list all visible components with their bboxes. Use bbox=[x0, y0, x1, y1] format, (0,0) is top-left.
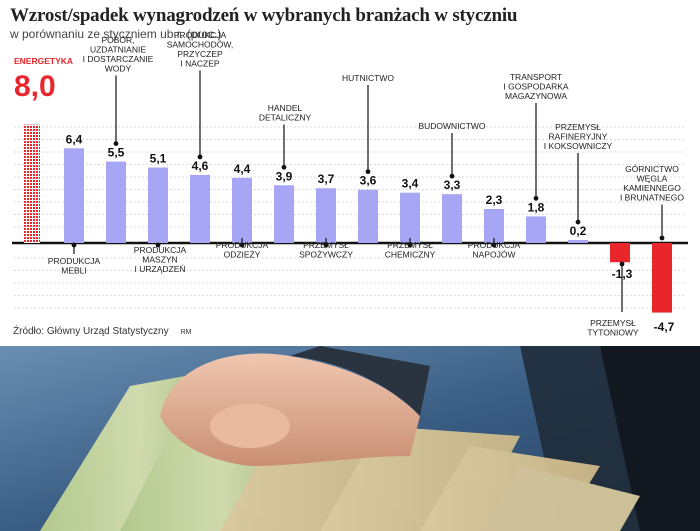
category-label: BUDOWNICTWO bbox=[418, 121, 485, 131]
category-annotations: ENERGETYKAPRODUKCJAMEBLIPOBÓR,UZDATNIANI… bbox=[14, 30, 684, 338]
chart-subtitle: w porównaniu ze styczniem ub.r. (proc.) bbox=[10, 27, 222, 41]
category-label: ENERGETYKA bbox=[14, 56, 73, 66]
value-label: 3,9 bbox=[276, 169, 293, 183]
value-label: 4,4 bbox=[234, 162, 251, 176]
bar bbox=[190, 174, 210, 243]
value-labels: 8,0 6,4 5,5 5,1 4,6 4,4 3,9 3,7 3,6 3,4 3,3 2,3 1,8 0… bbox=[14, 70, 675, 334]
value-label: 3,6 bbox=[360, 174, 377, 188]
leader-dot bbox=[365, 169, 371, 175]
bar bbox=[274, 185, 294, 243]
category-label: SAMOCHODÓW, bbox=[167, 40, 234, 50]
category-label: HANDEL bbox=[268, 103, 303, 113]
author-credit: RM bbox=[180, 329, 192, 336]
bar bbox=[358, 189, 378, 243]
category-label: TRANSPORT bbox=[510, 72, 562, 82]
category-label: I URZĄDZEŃ bbox=[135, 264, 186, 274]
category-label: SPOŻYWCZY bbox=[299, 250, 353, 260]
value-label: 0,2 bbox=[570, 224, 587, 238]
source-note: Źródło: Główny Urząd Statystyczny RM bbox=[13, 326, 192, 337]
leader-dot bbox=[659, 235, 665, 241]
category-label: WĘGLA bbox=[637, 174, 668, 184]
value-label: 1,8 bbox=[528, 200, 545, 214]
value-label: -4,7 bbox=[654, 320, 675, 334]
source-text: Źródło: Główny Urząd Statystyczny bbox=[13, 326, 169, 337]
leader-dot bbox=[619, 261, 625, 267]
category-label: TYTONIOWY bbox=[587, 328, 639, 338]
leader-dot bbox=[281, 164, 287, 170]
bar bbox=[610, 243, 630, 263]
category-label: PRZEMYSŁ bbox=[590, 318, 636, 328]
bar bbox=[652, 243, 672, 313]
bar-chart: ENERGETYKAPRODUKCJAMEBLIPOBÓR,UZDATNIANI… bbox=[12, 30, 688, 338]
bar bbox=[106, 161, 126, 243]
category-label: PRODUKCJA bbox=[468, 240, 521, 250]
category-label: I KOKSOWNICZY bbox=[544, 141, 613, 151]
leader-dot bbox=[491, 242, 497, 248]
category-label: UZDATNIANIE bbox=[90, 45, 146, 55]
category-label: WODY bbox=[105, 64, 132, 74]
category-label: RAFINERYJNY bbox=[549, 132, 608, 142]
bar bbox=[316, 188, 336, 243]
category-label: I DOSTARCZANIE bbox=[83, 54, 154, 64]
value-label: 2,3 bbox=[486, 193, 503, 207]
leader-dot bbox=[239, 242, 245, 248]
bar bbox=[148, 167, 168, 243]
category-label: POBÓR, bbox=[101, 35, 134, 45]
leader-dot bbox=[449, 173, 455, 179]
value-label: 3,3 bbox=[444, 178, 461, 192]
category-label: MASZYN bbox=[142, 255, 177, 265]
leader-dot bbox=[155, 242, 161, 248]
category-label: KAMIENNEGO bbox=[623, 183, 681, 193]
value-label: 5,5 bbox=[108, 146, 125, 160]
bar bbox=[568, 240, 588, 243]
bar bbox=[442, 194, 462, 243]
category-label: PRODUKCJA bbox=[174, 30, 227, 40]
value-label: 5,1 bbox=[150, 152, 167, 166]
category-label: PRZEMYSŁ bbox=[555, 122, 601, 132]
bar bbox=[24, 124, 40, 243]
category-label: MAGAZYNOWA bbox=[505, 91, 567, 101]
category-label: PRZYCZEP bbox=[177, 49, 223, 59]
bars bbox=[24, 124, 672, 313]
category-label: DETALICZNY bbox=[259, 113, 312, 123]
category-label: PRODUKCJA bbox=[216, 240, 269, 250]
leader-dot bbox=[113, 141, 119, 147]
category-label: NAPOJÓW bbox=[473, 250, 516, 260]
category-label: ODZIEŻY bbox=[224, 250, 261, 260]
category-label: PRODUKCJA bbox=[48, 256, 101, 266]
value-label: 3,4 bbox=[402, 177, 419, 191]
bar bbox=[400, 192, 420, 243]
value-label: 4,6 bbox=[192, 159, 209, 173]
category-label: GÓRNICTWO bbox=[625, 164, 679, 174]
category-label: MEBLI bbox=[61, 266, 87, 276]
value-label: 6,4 bbox=[66, 132, 83, 146]
leader-dot bbox=[407, 242, 413, 248]
leader-dot bbox=[323, 242, 329, 248]
leader-dot bbox=[71, 242, 77, 248]
bar bbox=[232, 177, 252, 243]
category-label: PRZEMYSŁ bbox=[303, 240, 349, 250]
leader-dot bbox=[533, 195, 539, 201]
bar bbox=[526, 216, 546, 243]
category-label: I BRUNATNEGO bbox=[620, 193, 684, 203]
category-label: PRODUKCJA bbox=[134, 245, 187, 255]
category-label: I GOSPODARKA bbox=[503, 82, 569, 92]
bar bbox=[484, 208, 504, 243]
category-label: I NACZEP bbox=[180, 59, 220, 69]
leader-dot bbox=[575, 219, 581, 225]
hand-holding-banknotes-photo bbox=[0, 346, 700, 531]
category-label: CHEMICZNY bbox=[385, 250, 436, 260]
value-label: -1,3 bbox=[612, 267, 633, 281]
category-label: HUTNICTWO bbox=[342, 73, 394, 83]
value-label: 8,0 bbox=[14, 70, 56, 103]
leader-dot bbox=[197, 154, 203, 160]
category-label: PRZEMYSŁ bbox=[387, 240, 433, 250]
value-label: 3,7 bbox=[318, 172, 335, 186]
bar bbox=[64, 148, 84, 243]
chart-title: Wzrost/spadek wynagrodzeń w wybranych br… bbox=[10, 5, 518, 26]
